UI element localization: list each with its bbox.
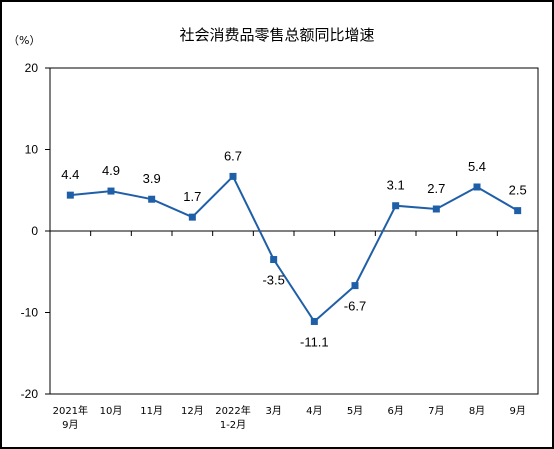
x-tick-label: 4月	[306, 405, 322, 417]
y-tick-label: -10	[21, 306, 39, 320]
data-label: 2.7	[427, 181, 445, 196]
x-tick-label: 8月	[469, 405, 485, 417]
data-label: 2.5	[509, 183, 527, 198]
data-point-marker	[351, 282, 359, 290]
data-labels: 4.4 4.9 3.9 1.7 6.7 -3.5 -11.1 -6.7 3.1 2.7 5.4 2.5	[61, 148, 526, 349]
chart-title: 社会消费品零售总额同比增速	[179, 26, 374, 44]
data-label: 3.9	[143, 171, 161, 186]
data-label: 6.7	[224, 148, 242, 163]
x-tick-label: 2021年	[53, 404, 88, 417]
x-tick-label: 3月	[265, 405, 281, 417]
x-tick-label: 7月	[428, 405, 444, 417]
data-label: 4.4	[61, 167, 79, 182]
x-tick-label: 1-2月	[220, 419, 246, 431]
data-point-marker	[310, 317, 318, 325]
x-tick-label: 6月	[387, 405, 403, 417]
x-tick-label: 2022年	[215, 404, 250, 417]
y-tick-label: 0	[31, 224, 38, 238]
x-tick-label: 11月	[140, 405, 163, 417]
data-point-marker	[432, 205, 440, 213]
data-point-marker	[148, 195, 156, 203]
series-markers	[66, 172, 522, 325]
y-tick-label: 10	[25, 143, 39, 157]
y-tick-label: 20	[25, 61, 39, 75]
x-tick-label: 5月	[347, 405, 363, 417]
data-label: -11.1	[300, 334, 329, 349]
x-tick-label: 9月	[62, 419, 78, 431]
data-point-marker	[188, 213, 196, 221]
data-point-marker	[66, 191, 74, 199]
data-label: 3.1	[387, 178, 405, 193]
data-label: 4.9	[102, 163, 120, 178]
data-point-marker	[392, 202, 400, 210]
data-label: -3.5	[262, 273, 284, 288]
data-point-marker	[514, 207, 522, 215]
data-label: -6.7	[344, 299, 366, 314]
data-point-marker	[473, 183, 481, 191]
data-point-marker	[229, 172, 237, 180]
data-label: 5.4	[468, 159, 486, 174]
data-point-marker	[270, 256, 278, 264]
x-tick-label: 12月	[181, 405, 204, 417]
y-axis: 20 10 0 -10 -20	[21, 61, 50, 401]
y-tick-label: -20	[21, 387, 39, 401]
data-label: 1.7	[183, 189, 201, 204]
y-unit-label: （%）	[8, 34, 40, 47]
x-tick-label: 9月	[509, 405, 525, 417]
x-tick-label: 10月	[100, 405, 123, 417]
series-line	[70, 174, 519, 324]
data-point-marker	[107, 187, 115, 195]
x-axis: 2021年 9月 10月 11月 12月 2022年 1-2月 3月 4月 5月 6月 7月 8月 9月	[49, 231, 539, 431]
